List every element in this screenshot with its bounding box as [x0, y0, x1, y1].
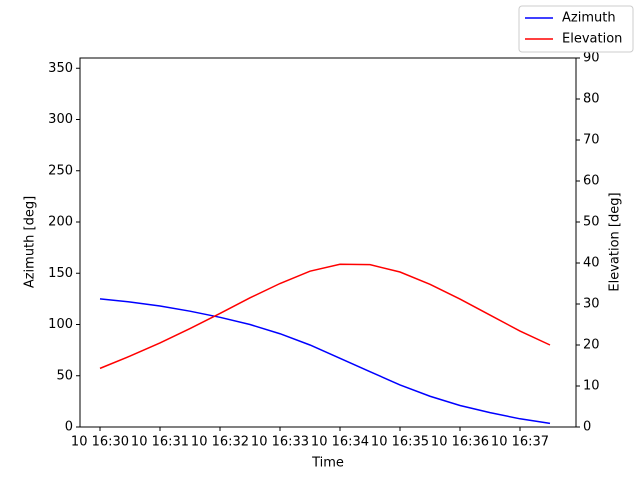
legend-label: Azimuth — [562, 11, 616, 26]
y-tick-label: 350 — [48, 61, 73, 76]
y2-tick-label: 80 — [583, 92, 600, 107]
x-tick-label: 10 16:31 — [131, 435, 189, 450]
y-tick-label: 100 — [48, 317, 73, 332]
x-tick-label: 10 16:30 — [71, 435, 129, 450]
y-tick-label: 0 — [65, 420, 73, 435]
y2-tick-label: 70 — [583, 133, 600, 148]
y2-tick-label: 10 — [583, 379, 600, 394]
y2-tick-label: 40 — [583, 256, 600, 271]
y2-tick-label: 20 — [583, 338, 600, 353]
x-tick-label: 10 16:35 — [371, 435, 429, 450]
x-tick-label: 10 16:36 — [431, 435, 489, 450]
y-tick-label: 300 — [48, 112, 73, 127]
y2-tick-label: 0 — [583, 420, 591, 435]
x-tick-label: 10 16:34 — [311, 435, 369, 450]
x-tick-label: 10 16:32 — [191, 435, 249, 450]
y2-tick-label: 60 — [583, 174, 600, 189]
data-line — [99, 298, 551, 425]
legend-label: Elevation — [562, 32, 622, 47]
y2-tick-label: 50 — [583, 215, 600, 230]
data-line — [99, 263, 551, 370]
x-tick-label: 10 16:33 — [251, 435, 309, 450]
y-tick-label: 200 — [48, 215, 73, 230]
y-axis-label: Azimuth [deg] — [23, 196, 38, 288]
y2-tick-label: 90 — [583, 51, 600, 66]
y2-tick-label: 30 — [583, 297, 600, 312]
y-tick-label: 150 — [48, 266, 73, 281]
y-tick-label: 50 — [56, 368, 73, 383]
y2-axis-label: Elevation [deg] — [608, 192, 623, 291]
x-tick-label: 10 16:37 — [491, 435, 549, 450]
x-axis-label: Time — [311, 456, 344, 471]
plot-frame — [79, 57, 577, 428]
y-tick-label: 250 — [48, 163, 73, 178]
